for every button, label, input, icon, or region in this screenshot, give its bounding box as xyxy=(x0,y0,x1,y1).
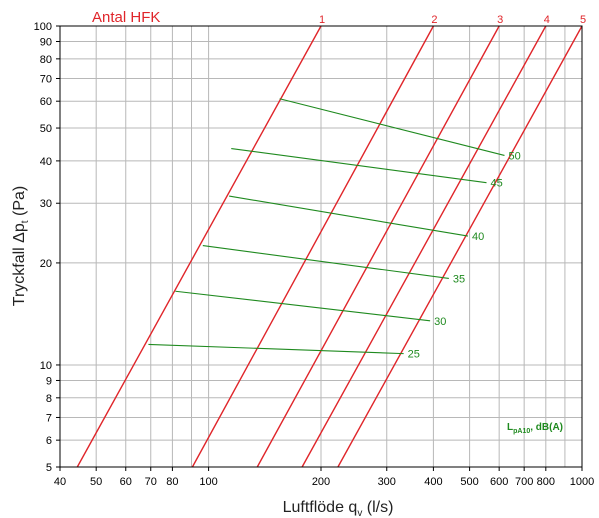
y-tick-label: 8 xyxy=(46,393,52,405)
x-tick-label: 800 xyxy=(537,476,555,488)
hfk-line-label: 4 xyxy=(544,14,550,26)
x-axis-title-unit: (l/s) xyxy=(362,499,393,516)
y-tick-label: 100 xyxy=(34,21,52,33)
y-tick-label: 30 xyxy=(40,198,52,210)
grid xyxy=(59,25,583,468)
x-tick-label: 50 xyxy=(90,476,102,488)
hfk-line-label: 2 xyxy=(431,14,437,26)
hfk-line-5 xyxy=(337,25,583,468)
chart-title: Antal HFK xyxy=(92,9,160,26)
x-tick-label: 600 xyxy=(490,476,508,488)
sound-line-25 xyxy=(148,343,404,355)
x-tick-label: 100 xyxy=(199,476,217,488)
y-tick-label: 6 xyxy=(46,435,52,447)
y-tick-label: 60 xyxy=(40,96,52,108)
sound-line-label: 45 xyxy=(491,178,503,190)
y-tick-label: 80 xyxy=(40,54,52,66)
x-tick-label: 200 xyxy=(312,476,330,488)
x-tick-label: 300 xyxy=(378,476,396,488)
hfk-line-label: 1 xyxy=(319,14,325,26)
plot-frame xyxy=(59,25,583,468)
y-tick-label: 40 xyxy=(40,156,52,168)
y-axis-title-sub: t xyxy=(20,220,31,223)
hfk-line-1 xyxy=(76,25,322,468)
y-tick-label: 20 xyxy=(40,258,52,270)
x-tick-label: 80 xyxy=(166,476,178,488)
sound-line-45 xyxy=(231,147,487,184)
y-tick-label: 9 xyxy=(46,375,52,387)
legend-note-sub: pA10 xyxy=(513,428,530,435)
y-tick-label: 50 xyxy=(40,123,52,135)
sound-line-label: 35 xyxy=(453,273,465,285)
legend-note-unit: , dB(A) xyxy=(530,422,563,433)
y-tick-label: 10 xyxy=(40,360,52,372)
x-tick-label: 400 xyxy=(424,476,442,488)
x-tick-label: 700 xyxy=(515,476,533,488)
x-tick-label: 500 xyxy=(460,476,478,488)
hfk-line-4 xyxy=(301,25,547,468)
sound-line-label: 40 xyxy=(472,231,484,243)
sound-line-30 xyxy=(175,290,431,322)
hfk-line-label: 3 xyxy=(497,14,503,26)
y-tick-label: 90 xyxy=(40,37,52,49)
sound-line-35 xyxy=(202,245,449,279)
y-axis-title: Tryckfall Δpt (Pa) xyxy=(11,186,31,306)
y-axis-title-unit: (Pa) xyxy=(11,186,28,221)
x-axis-title-sub: v xyxy=(357,508,362,518)
sound-line-50 xyxy=(279,98,505,157)
hfk-line-2 xyxy=(191,25,435,468)
x-tick-label: 1000 xyxy=(570,476,594,488)
x-axis-title: Luftflöde qv (l/s) xyxy=(283,499,394,518)
y-tick-label: 70 xyxy=(40,74,52,86)
sound-line-label: 30 xyxy=(434,316,446,328)
x-tick-label: 70 xyxy=(145,476,157,488)
x-tick-label: 40 xyxy=(54,476,66,488)
legend-note: LpA10, dB(A) xyxy=(507,422,563,435)
y-tick-label: 5 xyxy=(46,462,52,474)
hfk-line-label: 5 xyxy=(580,14,586,26)
sound-line-label: 50 xyxy=(508,150,520,162)
sound-line-label: 25 xyxy=(408,349,420,361)
hfk-line-3 xyxy=(256,25,500,468)
tick-labels: 40 50 60 70 80 100 200 300 400 500 600 700 800 1000 5 6… xyxy=(34,21,595,488)
sound-line-40 xyxy=(229,195,469,237)
x-tick-label: 60 xyxy=(120,476,132,488)
y-tick-label: 7 xyxy=(46,412,52,424)
